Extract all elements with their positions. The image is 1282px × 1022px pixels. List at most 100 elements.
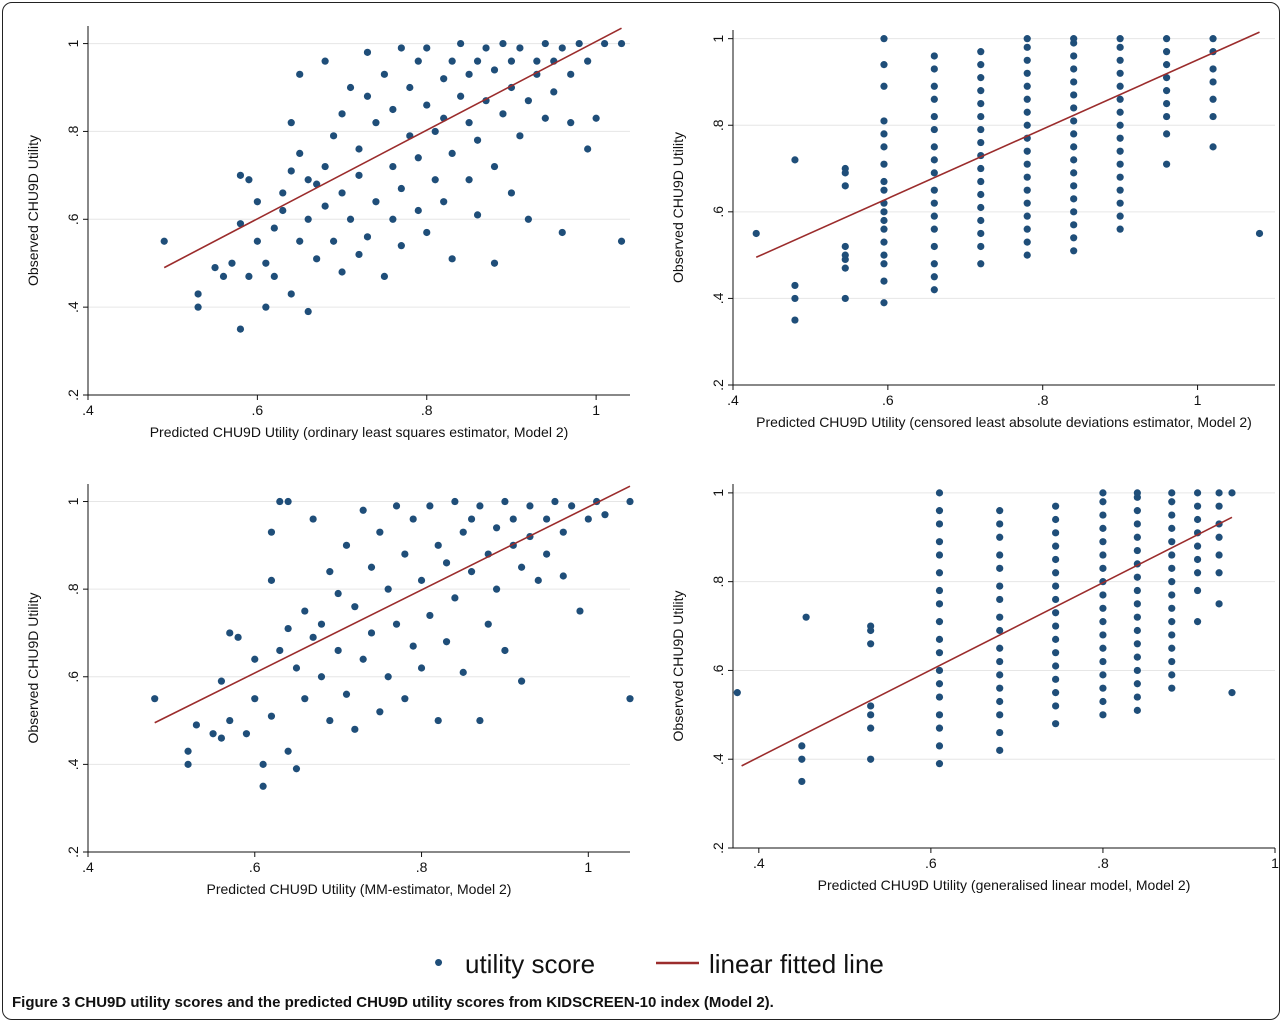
data-point xyxy=(194,303,202,311)
data-point xyxy=(296,149,304,157)
data-point xyxy=(1052,635,1060,643)
data-point xyxy=(935,742,944,750)
data-point xyxy=(276,646,284,655)
data-point xyxy=(1052,675,1060,683)
data-point xyxy=(448,57,456,65)
data-point xyxy=(1168,657,1176,666)
data-point xyxy=(935,724,944,732)
data-point xyxy=(253,237,261,245)
data-point xyxy=(1163,61,1171,69)
data-point xyxy=(1163,87,1171,95)
data-point xyxy=(236,171,245,179)
data-point xyxy=(996,582,1004,590)
data-point xyxy=(301,607,309,615)
data-point xyxy=(389,162,397,171)
data-point xyxy=(1023,82,1031,90)
data-point xyxy=(996,564,1004,572)
data-point xyxy=(930,273,938,281)
y-tick-label: .8 xyxy=(65,125,81,137)
data-point xyxy=(1070,234,1078,242)
data-point xyxy=(467,568,476,576)
data-point xyxy=(296,70,304,78)
data-point xyxy=(996,684,1004,692)
data-point xyxy=(346,215,355,223)
data-point xyxy=(1023,121,1031,129)
data-point xyxy=(359,506,367,514)
data-point xyxy=(1070,78,1078,86)
data-point xyxy=(996,711,1004,719)
data-point xyxy=(313,255,321,263)
data-point xyxy=(401,550,409,558)
data-point xyxy=(426,502,434,510)
data-point xyxy=(1209,35,1217,43)
data-point xyxy=(423,101,431,109)
data-point xyxy=(1133,640,1141,648)
data-point xyxy=(977,138,985,147)
data-point xyxy=(490,66,499,74)
data-point xyxy=(1023,56,1031,64)
data-point xyxy=(1116,43,1124,51)
data-point xyxy=(245,272,253,280)
data-point xyxy=(245,176,253,184)
data-point xyxy=(1052,662,1060,670)
data-point xyxy=(1052,595,1060,604)
figure-label: Figure 3 xyxy=(12,994,71,1011)
data-point xyxy=(1193,502,1202,510)
data-point xyxy=(1133,653,1141,661)
data-point xyxy=(1163,35,1171,43)
data-point xyxy=(935,569,944,577)
data-point xyxy=(351,725,359,733)
data-point xyxy=(1023,238,1031,246)
data-point xyxy=(543,550,551,558)
data-point xyxy=(841,164,849,173)
data-point xyxy=(1116,199,1124,207)
data-point xyxy=(568,502,576,510)
data-point xyxy=(465,176,473,184)
data-point xyxy=(1116,134,1124,142)
data-point xyxy=(1023,199,1031,207)
data-point xyxy=(1116,225,1124,233)
data-point xyxy=(414,154,422,162)
data-point xyxy=(930,225,938,233)
data-point xyxy=(467,515,476,523)
data-point xyxy=(1168,578,1176,586)
data-point xyxy=(524,215,532,223)
data-point xyxy=(558,44,566,52)
data-point xyxy=(376,528,384,536)
data-point xyxy=(930,156,938,164)
data-point xyxy=(996,671,1004,679)
data-point xyxy=(1163,74,1171,82)
data-point xyxy=(880,225,888,233)
fitted-line xyxy=(163,27,622,269)
data-point xyxy=(533,70,541,78)
x-tick-label: .8 xyxy=(416,859,428,875)
data-point xyxy=(501,646,509,655)
data-point xyxy=(1215,600,1223,608)
data-point xyxy=(1052,689,1060,697)
data-point xyxy=(473,211,482,219)
y-tick-label: 1 xyxy=(710,489,726,497)
data-point xyxy=(880,130,888,138)
data-point xyxy=(236,220,245,228)
data-point xyxy=(451,594,459,602)
data-point xyxy=(355,145,363,153)
data-point xyxy=(752,229,760,238)
data-point xyxy=(304,215,312,223)
data-point xyxy=(287,119,295,127)
data-point xyxy=(431,127,439,136)
data-point xyxy=(1168,564,1176,572)
data-point xyxy=(211,264,219,272)
data-point xyxy=(226,716,234,725)
data-point xyxy=(1052,502,1060,510)
x-tick-label: .6 xyxy=(882,392,894,408)
data-point xyxy=(880,82,888,90)
data-point xyxy=(338,110,346,118)
data-point xyxy=(1133,666,1141,675)
data-point xyxy=(372,119,380,127)
data-point xyxy=(601,511,609,519)
data-point xyxy=(930,186,938,194)
data-point xyxy=(338,189,346,197)
data-point xyxy=(160,237,168,245)
data-point xyxy=(1116,82,1124,90)
data-point xyxy=(1052,582,1060,590)
